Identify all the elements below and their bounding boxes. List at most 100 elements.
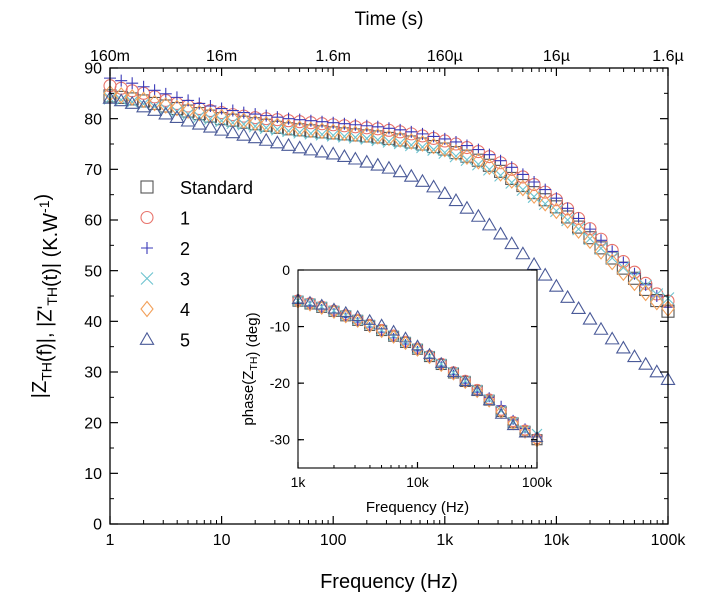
data-point [327, 302, 341, 314]
data-point [170, 99, 184, 117]
data-point [136, 99, 152, 113]
data-point [470, 384, 484, 396]
data-point [314, 144, 330, 158]
data-point [403, 168, 419, 182]
data-point [269, 135, 285, 149]
data-point [214, 122, 230, 136]
data-point [560, 212, 575, 229]
data-point [260, 109, 273, 122]
data-point [236, 127, 252, 141]
y-tick-label: 90 [84, 61, 102, 78]
data-point [382, 135, 396, 148]
data-point [448, 193, 464, 207]
data-point [147, 94, 162, 112]
data-point [125, 89, 139, 106]
legend-label: 5 [180, 331, 190, 351]
data-point [327, 116, 340, 129]
data-point [351, 309, 365, 321]
data-point [561, 213, 574, 227]
data-point [159, 102, 173, 116]
data-point [438, 132, 451, 145]
data-point [527, 187, 541, 205]
legend-label: 3 [180, 270, 190, 290]
data-point [400, 339, 411, 350]
x-tick-label: 10k [544, 532, 571, 549]
data-point [359, 154, 375, 168]
data-point [505, 172, 519, 189]
data-point [571, 300, 587, 315]
data-point [518, 426, 532, 438]
data-point [338, 117, 351, 130]
y-axis-title-part: -1 [36, 200, 52, 213]
data-point [449, 144, 463, 161]
data-point [493, 165, 508, 182]
data-point [347, 151, 363, 165]
data-point [292, 120, 307, 138]
data-point [126, 77, 139, 90]
data-point [405, 125, 418, 138]
legend-label: 2 [180, 239, 190, 259]
data-point [237, 117, 251, 131]
data-point [582, 311, 598, 325]
data-point [516, 179, 530, 197]
data-point [349, 118, 362, 131]
inset-plot: 1k 10k 100k 0 -10 -20 -30 Frequency (Hz) phase(Z… [240, 262, 553, 516]
data-point [326, 123, 340, 141]
data-point [538, 197, 552, 211]
data-point [449, 149, 463, 163]
series-4 [103, 84, 675, 318]
x-axis-title: Frequency (Hz) [366, 499, 469, 516]
data-point [638, 284, 653, 302]
data-point [504, 236, 520, 250]
data-point [626, 349, 643, 363]
data-point [182, 94, 195, 107]
x-tick-label: 10 [213, 532, 231, 549]
y-axis-title-part: ) [32, 194, 54, 201]
legend-marker-3 [140, 272, 154, 285]
series-5 [102, 90, 676, 385]
legend-marker-1 [140, 210, 154, 225]
data-point [159, 97, 173, 114]
data-point [381, 160, 397, 174]
data-point [411, 339, 424, 351]
data-point [249, 108, 262, 121]
data-point [617, 256, 630, 269]
data-point [292, 140, 308, 154]
data-point [416, 127, 429, 140]
y-axis-title: |ZTH(f)|, |Z'TH(t)| (K.W-1) [29, 194, 62, 398]
data-point [404, 133, 419, 150]
data-point [382, 122, 395, 135]
data-point [483, 393, 495, 408]
data-point [458, 374, 472, 386]
data-point [315, 122, 329, 140]
y-tick-label: 30 [84, 365, 102, 382]
data-point [412, 345, 423, 356]
markers [291, 292, 544, 448]
data-point [303, 295, 317, 307]
data-point [382, 129, 396, 147]
x-tick-label: 1k [436, 532, 454, 549]
data-point [615, 340, 631, 354]
data-point [348, 131, 362, 144]
data-point [470, 208, 486, 222]
data-point [423, 347, 436, 359]
top-tick-label: 1.6µ [652, 48, 683, 65]
y-tick-label: -10 [270, 318, 290, 334]
data-point [363, 313, 377, 325]
plot-area [298, 270, 537, 468]
data-point [115, 74, 128, 87]
data-point [392, 164, 408, 178]
y-axis-title-part: TH [248, 357, 260, 371]
data-point [193, 97, 206, 110]
data-point [537, 267, 553, 281]
data-point [494, 407, 508, 419]
data-point [505, 161, 518, 174]
data-point [387, 324, 401, 336]
data-point [113, 93, 129, 107]
data-point [649, 364, 665, 378]
y-tick-label: 10 [84, 466, 102, 483]
data-point [605, 253, 619, 271]
data-point [494, 154, 507, 167]
data-point [593, 321, 609, 335]
